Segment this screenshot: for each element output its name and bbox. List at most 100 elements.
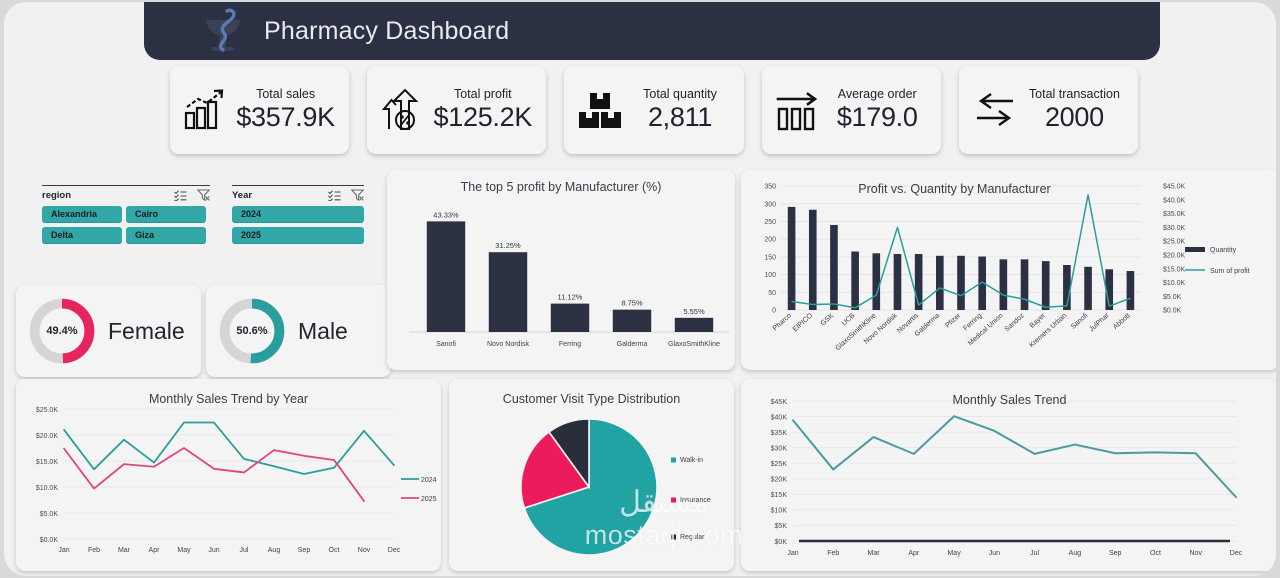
svg-text:$35.0K: $35.0K xyxy=(1163,211,1186,218)
svg-text:Aug: Aug xyxy=(268,547,281,554)
svg-text:Jan: Jan xyxy=(58,547,69,554)
svg-text:2025: 2025 xyxy=(421,496,437,503)
svg-text:Mar: Mar xyxy=(118,547,131,554)
bars-arrow-right-icon xyxy=(776,92,817,131)
svg-text:Sanofi: Sanofi xyxy=(436,341,456,348)
svg-text:GSK: GSK xyxy=(820,312,836,327)
chart-card-customer-visit-type: Customer Visit Type Distribution Walk-in… xyxy=(449,379,734,571)
svg-text:Dec: Dec xyxy=(388,547,401,554)
slicer-item-2025[interactable]: 2025 xyxy=(232,227,364,244)
gender-label-male: Male xyxy=(298,317,348,344)
svg-text:Sanofi: Sanofi xyxy=(1070,312,1090,331)
svg-text:Aug: Aug xyxy=(1069,550,1082,557)
svg-text:$5.0K: $5.0K xyxy=(1163,294,1182,301)
svg-text:Abbott: Abbott xyxy=(1112,312,1132,331)
slicer-title: region xyxy=(42,189,72,201)
top5-profit-bar-chart: 43.33% Sanofi 31.25% Novo Nordisk 11.12% Ferr… xyxy=(409,210,729,348)
chart-title-trend-year: Monthly Sales Trend by Year xyxy=(148,392,309,406)
monthly-sales-trend-by-year-chart: $0.0K $5.0K $10.0K $15.0K $20.0K $25.0K Jan Feb… xyxy=(36,407,437,554)
svg-text:Apr: Apr xyxy=(149,547,161,554)
svg-text:Regular: Regular xyxy=(680,534,705,541)
slicer-item-cairo[interactable]: Cairo xyxy=(126,206,206,223)
slicer-item-delta[interactable]: Delta xyxy=(42,227,122,244)
slicer-year: Year 2024 2025 xyxy=(232,185,364,257)
kpi-card-total-transaction[interactable]: Total transaction 2000 xyxy=(958,66,1139,154)
chart-title-top5: The top 5 profit by Manufacturer (%) xyxy=(460,180,662,194)
svg-text:$45K: $45K xyxy=(771,399,788,406)
exchange-arrows-icon xyxy=(976,93,1013,126)
slicer-header: region xyxy=(42,185,210,201)
svg-text:$25K: $25K xyxy=(771,461,788,468)
customer-visit-type-pie-chart: Walk-in Insurance Regular xyxy=(520,418,711,556)
svg-text:$40.0K: $40.0K xyxy=(1163,197,1186,204)
svg-text:50: 50 xyxy=(768,290,776,297)
slicer-items: Alexandria Cairo Delta Giza xyxy=(42,206,210,244)
svg-text:Bayer: Bayer xyxy=(1029,312,1048,330)
svg-text:250: 250 xyxy=(764,219,776,226)
slicer-item-2024[interactable]: 2024 xyxy=(232,206,364,223)
svg-text:$0.0K: $0.0K xyxy=(1163,308,1182,315)
svg-text:$25.0K: $25.0K xyxy=(1163,239,1186,246)
svg-text:Ferring: Ferring xyxy=(559,341,581,348)
clear-filter-icon[interactable] xyxy=(197,189,210,201)
svg-text:$5.0K: $5.0K xyxy=(40,511,59,518)
kpi-card-total-sales[interactable]: Total sales $357.9K xyxy=(170,66,350,154)
slicer-item-alexandria[interactable]: Alexandria xyxy=(42,206,122,223)
svg-text:Kremers Urban: Kremers Urban xyxy=(1028,312,1068,349)
gender-card-female: 49.4% Female xyxy=(16,285,201,377)
svg-text:Jun: Jun xyxy=(208,547,219,554)
kpi-value: 2,811 xyxy=(647,102,713,132)
svg-text:Sep: Sep xyxy=(1109,550,1122,557)
svg-text:Jul: Jul xyxy=(1030,550,1039,557)
donut-percent-female: 49.4% xyxy=(46,325,78,337)
svg-text:Feb: Feb xyxy=(88,547,100,554)
svg-text:Sandoz: Sandoz xyxy=(1004,312,1027,333)
svg-text:$10.0K: $10.0K xyxy=(1163,280,1186,287)
svg-text:Jun: Jun xyxy=(989,550,1000,557)
multi-select-icon[interactable] xyxy=(174,189,187,201)
chart-card-profit-vs-quantity: Profit vs. Quantity by Manufacturer 0 50 1… xyxy=(741,170,1276,370)
chart-title-pie: Customer Visit Type Distribution xyxy=(502,392,681,406)
slicer-header: Year xyxy=(232,185,364,201)
kpi-card-total-profit[interactable]: Total profit $125.2K xyxy=(367,66,547,154)
svg-text:$10K: $10K xyxy=(771,508,788,515)
dashboard-header: Pharmacy Dashboard xyxy=(144,2,1160,60)
svg-text:Dec: Dec xyxy=(1230,550,1243,557)
kpi-label: Total transaction xyxy=(1028,87,1120,101)
svg-text:$20.0K: $20.0K xyxy=(36,433,59,440)
svg-text:Novo Nordisk: Novo Nordisk xyxy=(487,341,530,348)
svg-text:Sum of profit: Sum of profit xyxy=(1210,268,1250,275)
clear-filter-icon[interactable] xyxy=(351,189,364,201)
kpi-value: 2000 xyxy=(1044,102,1104,132)
svg-text:Feb: Feb xyxy=(827,550,839,557)
kpi-card-average-order[interactable]: Average order $179.0 xyxy=(761,66,941,154)
chart-title-monthly: Monthly Sales Trend xyxy=(952,393,1067,407)
svg-text:$15.0K: $15.0K xyxy=(36,459,59,466)
svg-text:JulPhar: JulPhar xyxy=(1088,312,1111,334)
svg-text:$15.0K: $15.0K xyxy=(1163,266,1186,273)
svg-text:8.75%: 8.75% xyxy=(621,299,643,308)
svg-text:100: 100 xyxy=(764,272,776,279)
monthly-sales-trend-chart: $0K $5K $10K $15K $20K $25K $30K $35K $40K $45K Ja… xyxy=(771,399,1243,557)
profit-vs-quantity-chart: 0 50 100 150 200 250 300 350 $0.0K $5.0K $10.0K $15… xyxy=(764,184,1250,353)
svg-text:$40K: $40K xyxy=(771,414,788,421)
kpi-label: Total profit xyxy=(453,87,512,101)
slicer-item-giza[interactable]: Giza xyxy=(126,227,206,244)
bowl-of-hygieia-icon xyxy=(206,8,240,52)
svg-text:$0K: $0K xyxy=(775,539,788,546)
svg-text:$30K: $30K xyxy=(771,445,788,452)
svg-text:Mar: Mar xyxy=(868,550,881,557)
chart-card-monthly-trend-by-year: Monthly Sales Trend by Year $0.0K $5.0K $1… xyxy=(16,379,441,571)
svg-text:Pharco: Pharco xyxy=(772,312,793,332)
chart-card-monthly-sales-trend: Monthly Sales Trend $0K $5K $10K $15K $20K $2… xyxy=(741,379,1276,571)
kpi-card-total-quantity[interactable]: Total quantity 2,811 xyxy=(564,66,744,154)
svg-text:350: 350 xyxy=(764,184,776,191)
arrow-up-percent-icon xyxy=(382,88,419,130)
svg-text:UCB: UCB xyxy=(841,312,857,327)
multi-select-icon[interactable] xyxy=(328,189,341,201)
gender-card-male: 50.6% Male xyxy=(206,285,391,377)
svg-text:$20K: $20K xyxy=(771,477,788,484)
svg-text:Nov: Nov xyxy=(358,547,371,554)
svg-text:GlaxoSmithKline: GlaxoSmithKline xyxy=(668,341,720,348)
kpi-value: $357.9K xyxy=(236,102,335,132)
